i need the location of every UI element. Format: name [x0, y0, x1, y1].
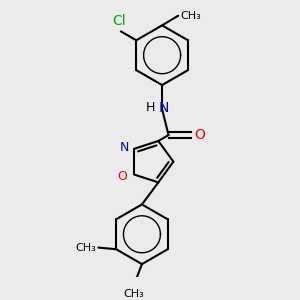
Text: N: N — [120, 141, 129, 154]
Text: Cl: Cl — [112, 14, 126, 28]
Text: N: N — [159, 100, 169, 115]
Text: O: O — [194, 128, 205, 142]
Text: CH₃: CH₃ — [181, 11, 201, 21]
Text: CH₃: CH₃ — [75, 243, 96, 253]
Text: CH₃: CH₃ — [124, 289, 144, 299]
Text: H: H — [146, 101, 155, 114]
Text: O: O — [118, 169, 128, 183]
